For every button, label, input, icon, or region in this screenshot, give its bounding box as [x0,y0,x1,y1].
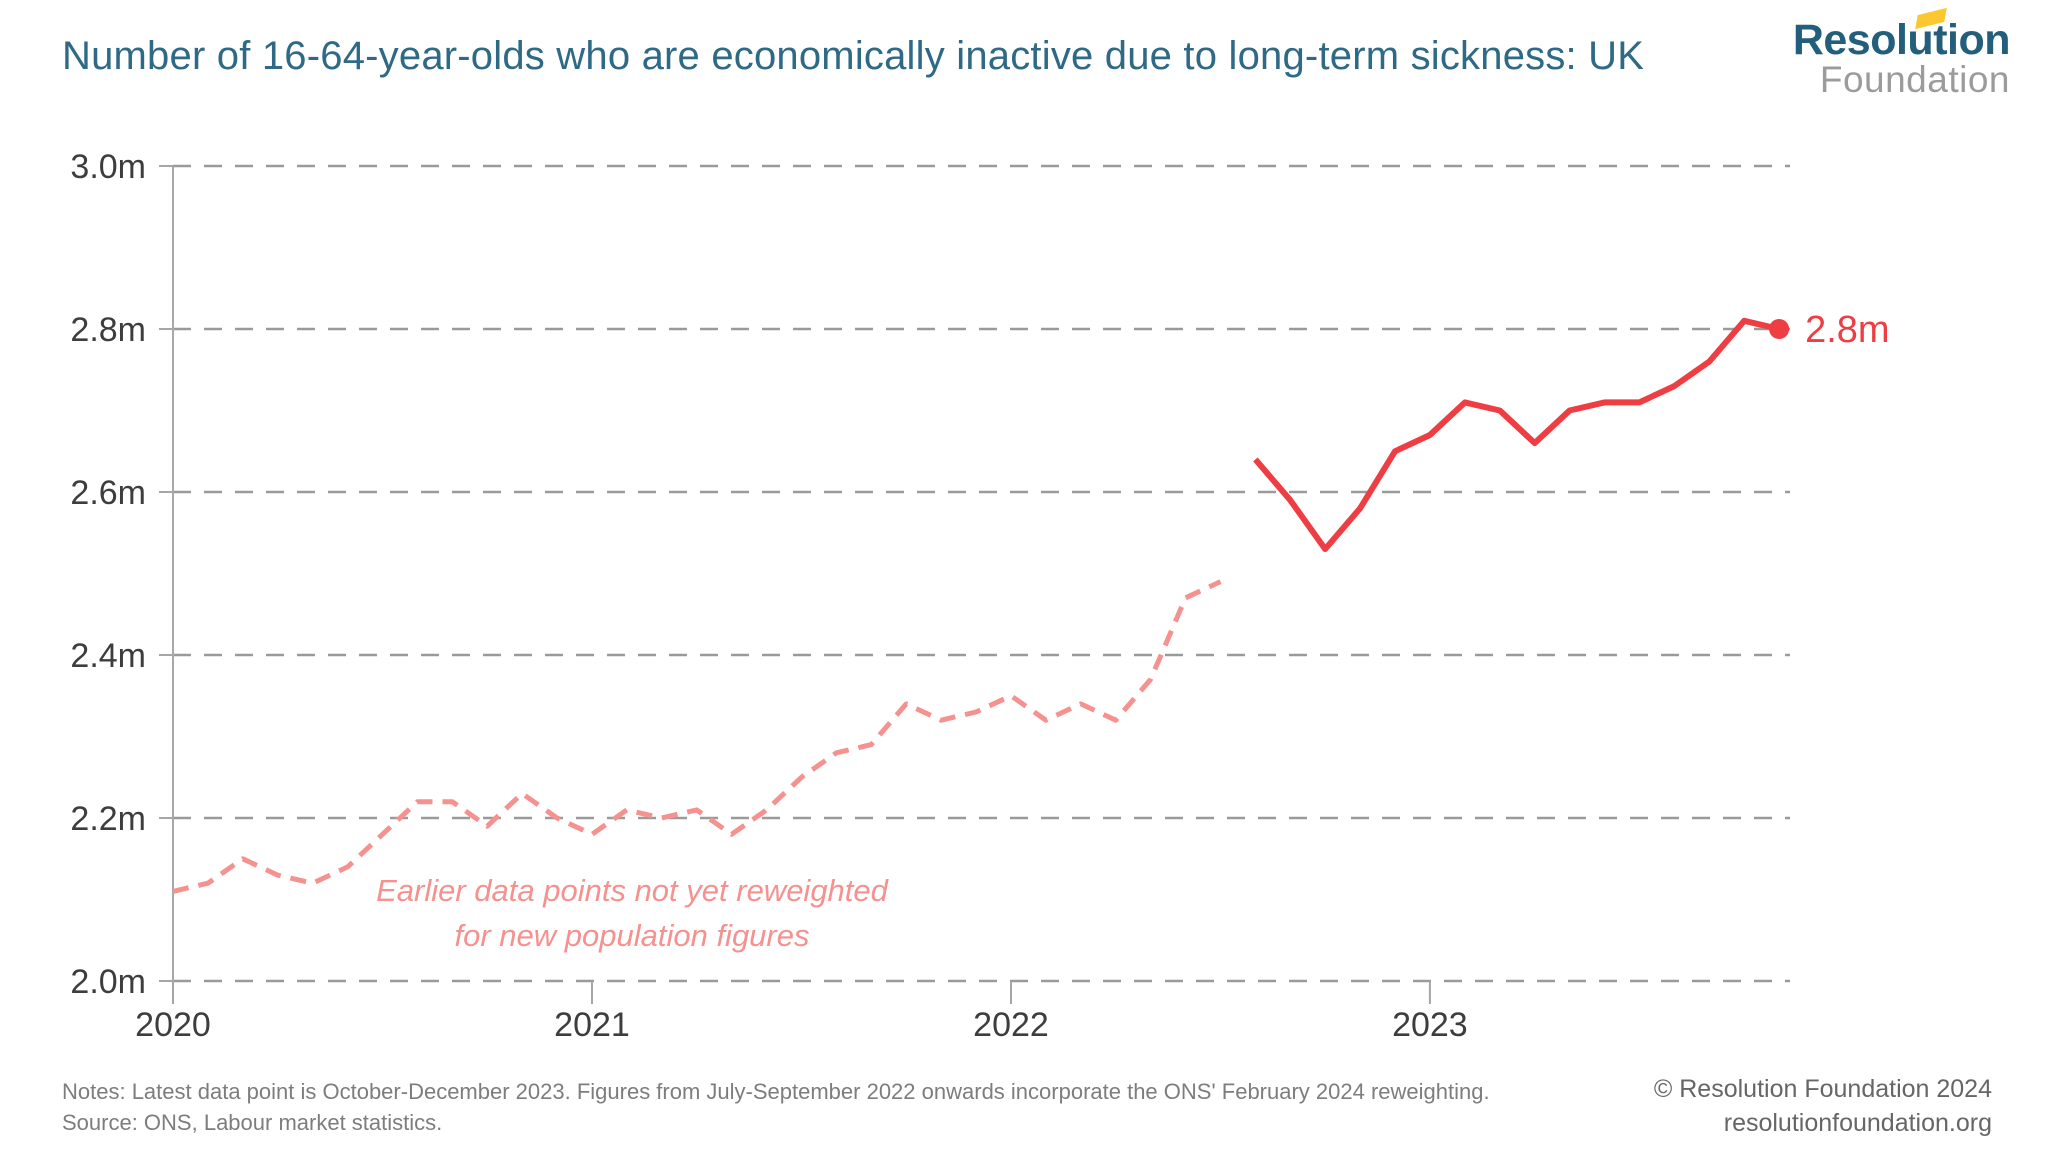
resolution-foundation-logo: Resolution Foundation [1792,7,2011,101]
latest-value-label: 2.8m [1805,309,1889,351]
series-line-earlier-not-reweighted [172,579,1222,894]
y-tick-label: 2.8m [70,311,146,349]
logo-resolution-label: Resolution [1792,16,2011,64]
website-line: resolutionfoundation.org [1723,1109,1992,1137]
source-line: Source: ONS, Labour market statistics. [62,1110,443,1135]
chart-title: Number of 16-64-year-olds who are econom… [62,34,1645,78]
logo-foundation-text: Foundation [1819,59,2010,101]
x-tick-label: 2022 [973,1006,1049,1044]
y-tick-label: 3.0m [70,148,146,186]
annotation-line-2: for new population figures [454,918,810,953]
y-tick-label: 2.4m [70,637,146,675]
latest-point-marker [1769,319,1790,339]
series-line-reweighted [1253,317,1780,553]
x-tick-label: 2020 [135,1006,211,1044]
y-tick-label: 2.0m [70,963,146,1001]
copyright-line: © Resolution Foundation 2024 [1653,1075,1992,1103]
x-tick-label: 2021 [554,1006,630,1044]
notes-block: Notes: Latest data point is October-Dece… [62,1076,1490,1138]
reweighting-annotation: Earlier data points not yet reweighted f… [352,868,912,958]
x-tick-label: 2023 [1392,1006,1468,1044]
logo-resolution-text: Resolution [1792,7,2011,64]
annotation-line-1: Earlier data points not yet reweighted [376,873,888,908]
y-tick-label: 2.6m [70,474,146,512]
notes-line: Notes: Latest data point is October-Dece… [62,1079,1490,1104]
y-tick-label: 2.2m [70,800,146,838]
copyright-block: © Resolution Foundation 2024 resolutionf… [1654,1072,1992,1140]
